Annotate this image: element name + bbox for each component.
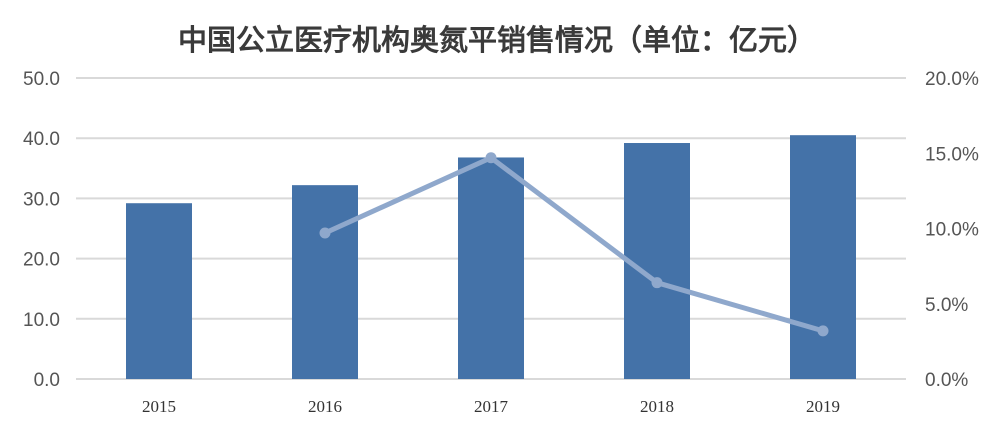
x-tick-label: 2017 [474,397,509,416]
bar [126,203,192,379]
y-right-tick-label: 0.0% [925,370,968,391]
y-left-tick-label: 10.0 [23,310,60,331]
y-right-tick-label: 5.0% [925,295,968,316]
growth-point [319,227,331,239]
growth-point [485,152,497,164]
growth-point [817,325,829,337]
y-right-tick-label: 10.0% [925,220,979,241]
growth-point [651,277,663,289]
y-left-tick-label: 0.0 [34,370,60,391]
y-left-tick-label: 40.0 [23,129,60,150]
x-tick-label: 2019 [806,397,840,416]
y-left-tick-label: 20.0 [23,250,60,271]
y-right-tick-label: 15.0% [925,144,979,165]
bar [790,135,856,379]
y-left-tick-label: 50.0 [23,69,60,90]
chart-title: 中国公立医疗机构奥氮平销售情况（单位：亿元） [178,23,816,57]
growth-line [323,155,824,334]
y-right-tick-label: 20.0% [925,69,979,90]
bar [292,185,358,379]
x-tick-label: 2018 [640,397,674,416]
x-tick-label: 2016 [308,397,342,416]
y-left-tick-label: 30.0 [23,189,60,210]
bar [624,143,690,379]
bar [458,157,524,379]
x-tick-label: 2015 [142,397,176,416]
